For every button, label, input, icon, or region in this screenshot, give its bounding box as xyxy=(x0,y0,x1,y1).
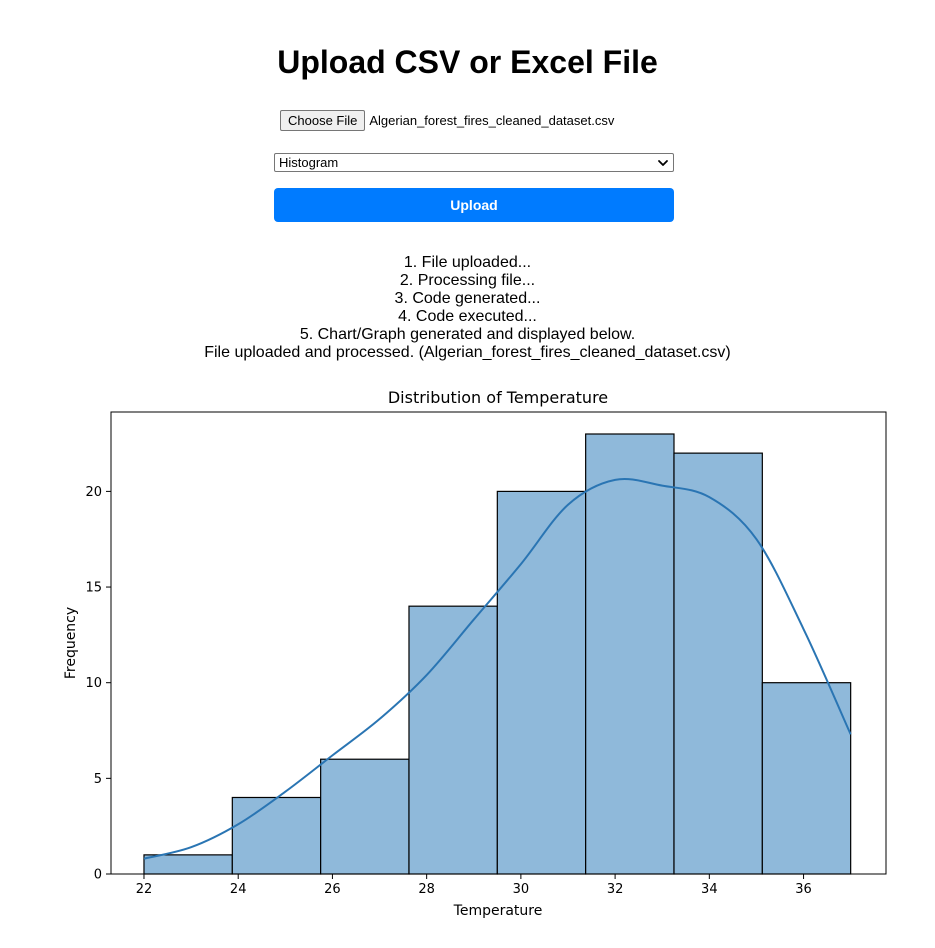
x-tick-label: 28 xyxy=(418,882,435,897)
choose-file-button[interactable]: Choose File xyxy=(280,109,366,131)
status-line: 5. Chart/Graph generated and displayed b… xyxy=(299,326,636,343)
y-tick-label: 15 xyxy=(85,581,102,596)
kde-curve-group xyxy=(143,478,852,860)
chart-type-select[interactable]: Histogram xyxy=(274,153,674,172)
histogram-bar xyxy=(585,433,675,875)
histogram-bars xyxy=(143,433,852,875)
x-tick-label: 30 xyxy=(513,882,530,897)
status-line: 3. Code generated... xyxy=(394,290,541,307)
status-log: 1. File uploaded... 2. Processing file..… xyxy=(0,254,935,362)
histogram-bar xyxy=(143,854,233,875)
status-line: 4. Code executed... xyxy=(398,308,537,325)
y-tick-label: 0 xyxy=(94,868,102,883)
plot-frame xyxy=(110,411,887,875)
file-input[interactable]: Choose File Algerian_forest_fires_cleane… xyxy=(280,109,614,131)
status-line: 2. Processing file... xyxy=(399,272,536,289)
histogram-bar xyxy=(761,682,852,875)
status-line: 1. File uploaded... xyxy=(403,254,532,271)
histogram-bar xyxy=(231,796,322,875)
histogram-bar xyxy=(496,490,587,875)
histogram-bar xyxy=(320,758,410,875)
upload-button[interactable]: Upload xyxy=(274,188,674,222)
chart-title: Distribution of Temperature xyxy=(388,388,608,407)
x-axis-label: Temperature xyxy=(453,903,543,919)
status-line: File uploaded and processed. (Algerian_f… xyxy=(204,344,731,361)
kde-curve xyxy=(143,478,852,860)
histogram-bar xyxy=(408,605,498,875)
x-tick-label: 36 xyxy=(795,882,812,897)
page-title: Upload CSV or Excel File xyxy=(277,44,658,80)
x-tick-label: 34 xyxy=(701,882,718,897)
histogram-chart: Distribution of Temperature 22 24 26 28 30 32… xyxy=(63,388,887,919)
histogram-bar xyxy=(673,452,763,875)
y-axis-label: Frequency xyxy=(63,607,79,679)
x-tick-label: 32 xyxy=(607,882,624,897)
selected-file-name: Algerian_forest_fires_cleaned_dataset.cs… xyxy=(369,112,615,128)
x-axis-ticks: 22 24 26 28 30 32 34 36 xyxy=(136,874,812,897)
chevron-down-icon xyxy=(658,159,668,166)
chart-type-selected-value: Histogram xyxy=(279,155,339,170)
x-tick-label: 24 xyxy=(230,882,247,897)
y-tick-label: 5 xyxy=(94,772,102,787)
x-tick-label: 26 xyxy=(324,882,341,897)
x-tick-label: 22 xyxy=(136,882,153,897)
y-axis-ticks: 0 5 10 15 20 xyxy=(85,485,111,883)
y-tick-label: 10 xyxy=(85,676,102,691)
y-tick-label: 20 xyxy=(85,485,102,500)
